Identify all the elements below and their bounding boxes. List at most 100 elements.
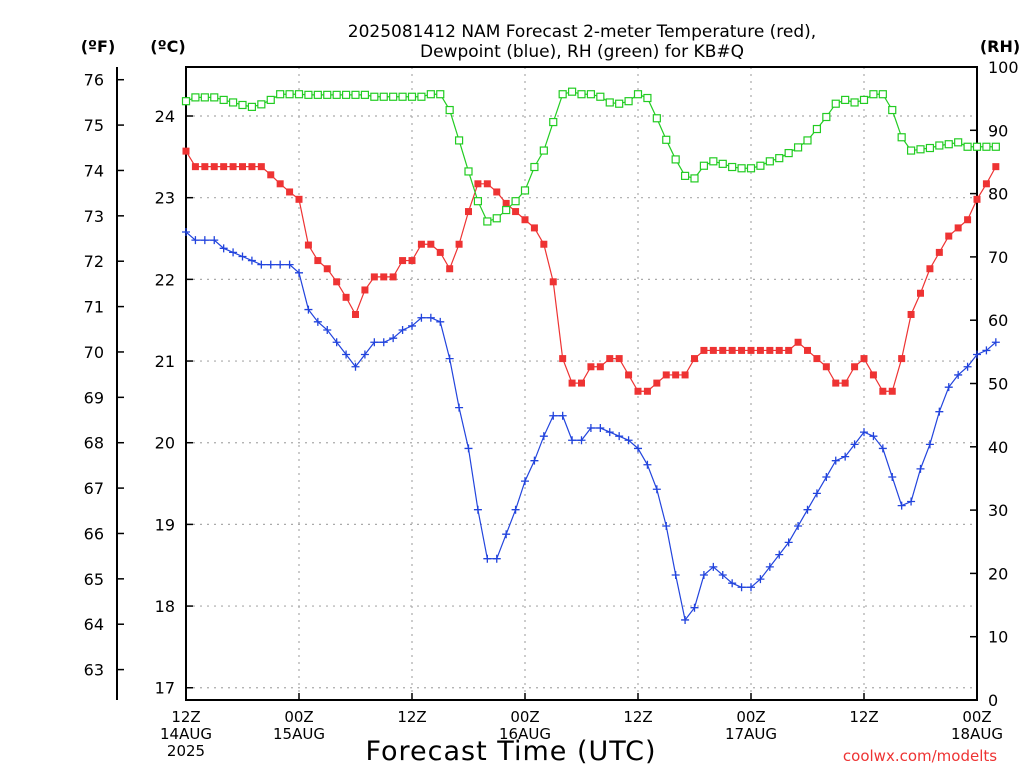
dewpoint-point (963, 362, 972, 371)
dewpoint-point (483, 554, 492, 563)
rh-point (389, 92, 398, 101)
rh-point (558, 90, 567, 99)
temperature-point (201, 163, 209, 171)
dewpoint-point (238, 252, 247, 261)
rh-point (605, 98, 614, 107)
dewpoint-point (436, 317, 445, 326)
dewpoint-point (634, 444, 642, 453)
c-tick-label: 19 (155, 515, 175, 534)
temperature-point (568, 379, 576, 387)
rh-tick-label: 70 (988, 248, 1008, 267)
rh-point (351, 90, 360, 99)
dewpoint-point (991, 338, 1000, 347)
x-tick-label: 2025 (167, 742, 205, 760)
rh-point (454, 136, 464, 145)
c-tick-label: 24 (155, 107, 175, 126)
rh-point (690, 174, 699, 183)
dewpoint-point (210, 236, 219, 245)
rh-tick-label: 80 (988, 185, 1008, 204)
temperature-point (832, 379, 840, 387)
dewpoint-point (916, 464, 925, 473)
dewpoint-point (954, 370, 963, 379)
temperature-point (333, 278, 341, 286)
rh-point (841, 95, 850, 105)
rh-point (671, 155, 680, 164)
rh-point (737, 164, 746, 173)
dewpoint-point (869, 432, 878, 441)
dewpoint-point (822, 473, 831, 482)
dewpoint-point (784, 538, 793, 547)
rh-point (793, 143, 803, 152)
rh-point (313, 90, 322, 99)
temperature-point (851, 363, 859, 371)
dewpoint-point (850, 440, 859, 449)
dewpoint-point (756, 575, 765, 584)
dewpoint-point (351, 362, 360, 371)
c-tick-label: 22 (155, 270, 175, 289)
rh-point (464, 167, 473, 176)
dewpoint-point (897, 501, 906, 510)
dewpoint-point (577, 436, 586, 445)
temperature-point (700, 346, 708, 354)
temperature-point (323, 265, 331, 273)
f-tick-label: 65 (84, 570, 104, 589)
temperature-point (681, 371, 689, 379)
temperature-point (549, 278, 557, 286)
temperature-point (766, 346, 774, 354)
series-rh (181, 87, 1000, 226)
f-tick-label: 67 (84, 479, 104, 498)
dewpoint-point (360, 350, 369, 359)
rh-point (445, 105, 454, 115)
temperature-point (512, 208, 520, 216)
rh-point (756, 161, 765, 170)
rh-point (954, 138, 963, 147)
dewpoint-point (370, 338, 379, 347)
x-tick-label: 00Z (510, 708, 539, 726)
dewpoint-point (803, 505, 812, 514)
rh-point (379, 92, 388, 101)
c-tick-label: 20 (155, 434, 175, 453)
rh-point (332, 90, 341, 99)
temperature-point (738, 346, 746, 354)
dewpoint-point (502, 530, 511, 539)
temperature-point (964, 216, 972, 224)
rh-point (878, 90, 887, 99)
c-tick-label: 18 (155, 597, 175, 616)
rh-point (596, 92, 605, 101)
temperature-line (185, 150, 997, 392)
dewpoint-point (643, 460, 652, 469)
f-tick-label: 73 (84, 207, 104, 226)
dewpoint-point (464, 444, 473, 453)
dewpoint-point (596, 424, 605, 433)
temperature-point (785, 346, 793, 354)
dewpoint-point (492, 554, 501, 563)
rh-point (916, 145, 925, 154)
rh-point (304, 90, 313, 99)
rh-tick-label: 60 (988, 311, 1008, 330)
dewpoint-point (285, 260, 294, 269)
rh-point (276, 90, 285, 99)
dewpoint-point (219, 244, 228, 253)
dewpoint-point (558, 411, 567, 420)
dewpoint-point (888, 473, 897, 482)
rh-point (398, 92, 407, 101)
f-tick-label: 71 (84, 298, 104, 317)
dewpoint-point (229, 248, 238, 257)
temperature-point (672, 371, 680, 379)
temperature-point (352, 310, 359, 318)
temperature-point (474, 180, 482, 188)
temperature-point (427, 240, 435, 248)
f-tick-label: 69 (84, 388, 104, 407)
dewpoint-point (426, 313, 435, 322)
temperature-point (304, 241, 312, 249)
temperature-point (276, 180, 284, 188)
temperature-point (417, 240, 425, 248)
dewpoint-point (304, 305, 313, 314)
rh-point (746, 164, 756, 173)
f-tick-label: 68 (84, 434, 104, 453)
dewpoint-point (775, 550, 784, 559)
temperature-point (860, 355, 868, 363)
dewpoint-point (379, 338, 388, 347)
rh-point (624, 97, 633, 106)
rh-point (615, 99, 624, 108)
